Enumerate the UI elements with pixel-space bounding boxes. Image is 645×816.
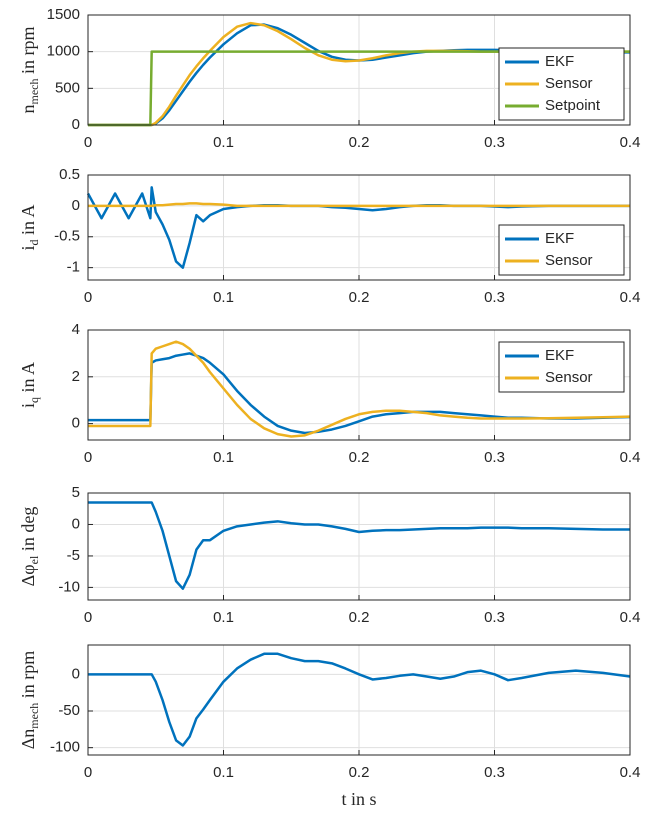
x-tick-label: 0.4 <box>620 764 641 781</box>
x-tick-label: 0 <box>84 134 92 151</box>
y-label-part: el <box>27 555 41 564</box>
x-tick-label: 0 <box>84 289 92 306</box>
series-line <box>88 652 631 747</box>
x-tick-label: 0.3 <box>484 289 505 306</box>
series-line <box>88 352 631 435</box>
y-tick-label: -0.5 <box>54 228 80 245</box>
axes-box <box>87 492 631 601</box>
y-tick-label: 500 <box>55 79 80 96</box>
x-tick-label: 0.4 <box>620 609 641 626</box>
y-label-part: mech <box>27 703 41 729</box>
y-label-part: Δφ <box>18 564 38 586</box>
legend-label: EKF <box>545 230 574 247</box>
x-tick-label: 0 <box>84 609 92 626</box>
x-tick-label: 0.1 <box>213 289 234 306</box>
x-tick-label: 0.4 <box>620 134 641 151</box>
y-tick-label: 2 <box>72 368 80 385</box>
legend-label: EKF <box>545 53 574 70</box>
series-line <box>88 202 630 208</box>
y-tick-label: 0 <box>72 515 80 532</box>
x-tick-label: 0.1 <box>213 134 234 151</box>
y-tick-label: 0 <box>72 197 80 214</box>
legend-box <box>498 341 625 393</box>
legend-label: Sensor <box>545 369 593 386</box>
x-axis-label: t in s <box>341 789 376 809</box>
axes-box <box>87 644 631 756</box>
legend-label: EKF <box>545 347 574 364</box>
y-label-part: in rpm <box>18 27 38 79</box>
y-tick-label: 5 <box>72 484 80 501</box>
x-tick-label: 0.2 <box>349 449 370 466</box>
y-label-part: q <box>27 397 41 403</box>
y-tick-label: 1000 <box>47 43 80 60</box>
y-tick-label: 0 <box>72 665 80 682</box>
y-axis-label: Δnmech in rpm <box>18 651 41 750</box>
series-line <box>88 340 631 438</box>
y-label-part: in deg <box>18 507 38 556</box>
x-tick-label: 0.3 <box>484 449 505 466</box>
y-label-part: Δn <box>18 729 38 750</box>
y-tick-label: 0 <box>72 116 80 133</box>
x-tick-label: 0.1 <box>213 609 234 626</box>
x-tick-label: 0.1 <box>213 764 234 781</box>
legend-label: Sensor <box>545 75 593 92</box>
y-tick-label: -10 <box>58 578 80 595</box>
y-tick-label: 0 <box>72 415 80 432</box>
y-axis-label: Δφel in deg <box>18 507 41 587</box>
y-label-part: in A <box>18 362 38 397</box>
y-label-part: mech <box>27 79 41 105</box>
y-tick-label: 4 <box>72 321 80 338</box>
y-label-part: i <box>18 403 38 408</box>
y-label-part: in rpm <box>18 651 38 703</box>
x-tick-label: 0.4 <box>620 289 641 306</box>
x-tick-label: 0.2 <box>349 764 370 781</box>
axes-box <box>87 14 631 126</box>
x-tick-label: 0.3 <box>484 764 505 781</box>
x-tick-label: 0.3 <box>484 609 505 626</box>
y-axis-label: iq in A <box>18 362 41 408</box>
y-tick-label: -100 <box>50 739 80 756</box>
legend-label: Sensor <box>545 252 593 269</box>
series-line <box>88 501 630 590</box>
axes-box <box>87 329 631 441</box>
x-tick-label: 0.3 <box>484 134 505 151</box>
x-tick-label: 0.2 <box>349 289 370 306</box>
y-axis-label: id in A <box>18 204 41 250</box>
x-tick-label: 0 <box>84 764 92 781</box>
legend-label: Setpoint <box>545 97 601 114</box>
y-tick-label: -5 <box>67 547 80 564</box>
series-line <box>88 50 630 127</box>
y-tick-label: 1500 <box>47 6 80 23</box>
x-tick-label: 0.2 <box>349 134 370 151</box>
y-label-part: i <box>18 246 38 251</box>
y-axis-label: nmech in rpm <box>18 27 41 114</box>
y-label-part: n <box>18 105 38 114</box>
x-tick-label: 0.1 <box>213 449 234 466</box>
x-tick-label: 0.4 <box>620 449 641 466</box>
y-label-part: d <box>27 240 41 246</box>
y-tick-label: -50 <box>58 702 80 719</box>
y-tick-label: 0.5 <box>59 166 80 183</box>
y-label-part: in A <box>18 204 38 239</box>
legend-box <box>498 224 625 276</box>
x-tick-label: 0.2 <box>349 609 370 626</box>
y-tick-label: -1 <box>67 259 80 276</box>
axes-box <box>87 174 631 281</box>
x-tick-label: 0 <box>84 449 92 466</box>
